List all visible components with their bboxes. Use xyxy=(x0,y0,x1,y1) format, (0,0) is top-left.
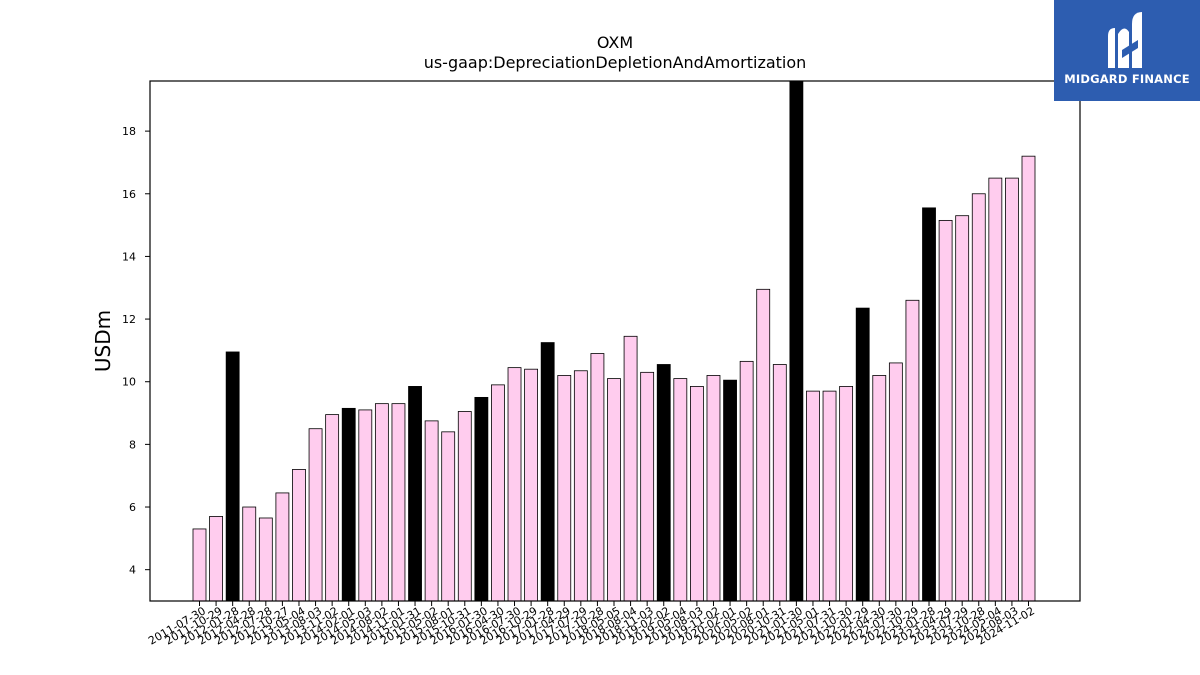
bars-group xyxy=(192,80,1036,602)
bar xyxy=(888,362,903,602)
bar xyxy=(275,492,290,602)
y-tick-label: 8 xyxy=(129,438,136,451)
bar xyxy=(905,299,920,602)
bar xyxy=(391,403,406,602)
bar xyxy=(424,420,439,602)
brand-logo: MIDGARD FINANCE xyxy=(1054,0,1200,101)
bar xyxy=(1005,177,1019,602)
bar xyxy=(690,386,704,602)
bar xyxy=(209,516,223,602)
bar xyxy=(242,506,257,602)
bar xyxy=(839,386,854,602)
bar xyxy=(855,307,870,602)
bar xyxy=(772,364,787,602)
y-tick-label: 10 xyxy=(122,376,136,389)
y-axis: 4 6 8 10 12 14 16 18 xyxy=(122,125,150,577)
bar xyxy=(374,403,389,602)
bar xyxy=(507,367,522,602)
bar xyxy=(441,431,456,602)
bar xyxy=(457,411,472,602)
bar xyxy=(806,390,820,602)
y-tick-label: 18 xyxy=(122,125,136,138)
bar xyxy=(822,390,837,602)
bar xyxy=(540,342,555,602)
bar xyxy=(739,360,754,602)
bar xyxy=(706,375,721,602)
bar xyxy=(872,375,887,602)
bar xyxy=(723,379,737,602)
bar xyxy=(573,370,588,602)
bar xyxy=(922,207,936,602)
bar xyxy=(491,384,505,602)
bar xyxy=(988,177,1003,602)
y-tick-label: 12 xyxy=(122,313,136,326)
bar xyxy=(971,193,986,602)
bar xyxy=(341,407,356,602)
y-tick-label: 16 xyxy=(122,188,136,201)
midgard-logo-icon xyxy=(1108,12,1142,69)
bar xyxy=(955,215,970,602)
bar xyxy=(607,378,621,602)
bar xyxy=(192,528,207,602)
plot-frame xyxy=(149,80,1081,602)
bar xyxy=(358,409,373,602)
bar xyxy=(225,351,240,602)
y-axis-label: USDm xyxy=(91,310,115,372)
bar xyxy=(938,219,953,602)
bar xyxy=(640,371,655,602)
bar xyxy=(292,469,306,602)
bar xyxy=(590,353,605,602)
bar xyxy=(789,80,804,602)
bar xyxy=(756,288,771,602)
bar xyxy=(656,364,671,602)
bar xyxy=(258,517,273,602)
y-tick-label: 4 xyxy=(129,564,136,577)
bar xyxy=(524,368,538,602)
x-axis: 2011-07-302011-10-292012-01-282012-04-28… xyxy=(146,601,1037,648)
chart-title: OXM xyxy=(597,33,633,52)
bar xyxy=(308,428,323,602)
bar xyxy=(408,386,422,602)
logo-text: MIDGARD FINANCE xyxy=(1064,72,1190,86)
bar xyxy=(623,335,638,602)
y-tick-label: 6 xyxy=(129,501,136,514)
y-tick-label: 14 xyxy=(122,250,136,263)
bar xyxy=(557,375,572,602)
bar xyxy=(325,414,340,602)
chart-subtitle: us-gaap:DepreciationDepletionAndAmortiza… xyxy=(424,53,807,72)
bar xyxy=(474,396,489,602)
bar xyxy=(1021,155,1036,602)
bar xyxy=(673,378,688,602)
